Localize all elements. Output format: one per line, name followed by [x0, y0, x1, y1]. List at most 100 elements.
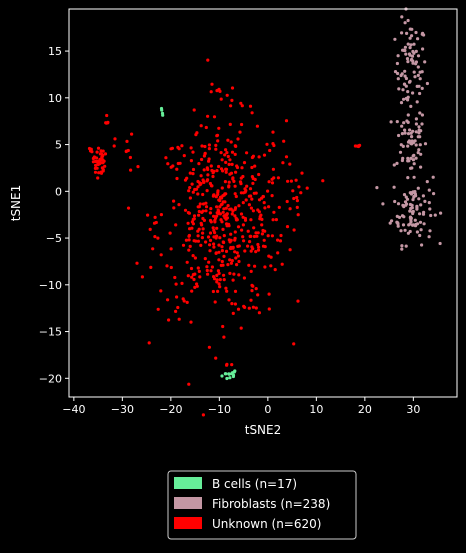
scatter-point-unknown: [239, 176, 243, 180]
scatter-point-unknown: [176, 161, 180, 166]
scatter-point-unknown: [222, 234, 226, 238]
scatter-point-unknown: [217, 282, 221, 286]
scatter-point-fibroblasts: [402, 193, 407, 197]
x-tick-label: −30: [111, 403, 134, 416]
scatter-point-unknown: [267, 307, 271, 311]
scatter-point-unknown: [202, 218, 206, 222]
scatter-point-fibroblasts: [405, 57, 410, 61]
scatter-point-unknown: [236, 244, 240, 248]
scatter-point-unknown: [246, 229, 250, 233]
scatter-point-unknown: [224, 170, 228, 174]
scatter-point-unknown: [205, 265, 209, 269]
scatter-point-unknown: [224, 160, 228, 164]
scatter-point-unknown: [164, 156, 168, 160]
scatter-point-fibroblasts: [399, 143, 403, 147]
scatter-point-unknown: [148, 227, 152, 231]
scatter-point-fibroblasts: [410, 206, 414, 210]
scatter-point-unknown: [241, 201, 245, 205]
scatter-point-unknown: [193, 272, 197, 276]
scatter-point-unknown: [257, 311, 261, 315]
scatter-point-unknown: [216, 212, 221, 216]
scatter-point-unknown: [289, 179, 293, 183]
scatter-point-unknown: [169, 147, 173, 151]
scatter-point-unknown: [249, 298, 253, 302]
scatter-point-fibroblasts: [410, 166, 414, 170]
scatter-point-unknown: [231, 311, 235, 315]
scatter-point-fibroblasts: [418, 135, 422, 139]
scatter-point-fibroblasts: [416, 151, 420, 155]
x-tick-label: 10: [309, 403, 323, 416]
scatter-point-unknown: [203, 144, 207, 149]
scatter-point-unknown: [207, 345, 211, 349]
scatter-point-unknown: [193, 285, 197, 289]
scatter-point-fibroblasts: [422, 210, 426, 214]
scatter-point-unknown: [193, 187, 197, 192]
scatter-point-unknown: [240, 104, 244, 108]
scatter-point-fibroblasts: [403, 21, 407, 25]
scatter-point-unknown: [221, 324, 225, 329]
scatter-point-fibroblasts: [395, 214, 399, 218]
scatter-point-unknown: [224, 217, 228, 221]
scatter-point-unknown: [256, 242, 260, 247]
scatter-point-fibroblasts: [406, 98, 410, 102]
scatter-point-fibroblasts: [422, 222, 426, 226]
scatter-point-fibroblasts: [403, 69, 407, 73]
scatter-point-unknown: [125, 139, 129, 143]
scatter-point-unknown: [191, 190, 195, 194]
scatter-point-unknown: [213, 277, 217, 281]
scatter-point-unknown: [257, 155, 261, 159]
scatter-point-unknown: [358, 143, 362, 147]
scatter-point-unknown: [206, 114, 210, 118]
scatter-point-unknown: [189, 159, 193, 163]
scatter-point-unknown: [272, 176, 276, 180]
scatter-point-unknown: [270, 181, 275, 185]
scatter-point-unknown: [261, 228, 265, 233]
scatter-point-unknown: [217, 164, 221, 169]
scatter-point-fibroblasts: [403, 74, 407, 78]
scatter-point-unknown: [271, 130, 275, 134]
scatter-point-fibroblasts: [415, 222, 420, 226]
scatter-point-unknown: [216, 139, 220, 143]
scatter-point-fibroblasts: [404, 52, 408, 56]
scatter-point-fibroblasts: [396, 202, 401, 206]
scatter-point-unknown: [220, 158, 224, 162]
scatter-point-unknown: [151, 247, 155, 251]
scatter-point-unknown: [243, 216, 247, 221]
scatter-point-fibroblasts: [375, 186, 379, 190]
scatter-point-unknown: [214, 147, 218, 151]
scatter-point-unknown: [192, 239, 196, 243]
scatter-point-unknown: [234, 256, 238, 260]
scatter-point-fibroblasts: [400, 31, 404, 35]
scatter-point-fibroblasts: [418, 233, 422, 238]
scatter-point-fibroblasts: [417, 125, 421, 129]
scatter-point-unknown: [257, 210, 261, 214]
scatter-point-unknown: [254, 287, 258, 291]
scatter-point-unknown: [200, 157, 204, 162]
scatter-point-fibroblasts: [402, 97, 406, 101]
scatter-point-fibroblasts: [397, 133, 401, 138]
scatter-point-unknown: [99, 171, 104, 175]
points-layer: [87, 7, 443, 417]
scatter-point-fibroblasts: [410, 54, 415, 58]
scatter-point-unknown: [215, 280, 219, 284]
scatter-point-unknown: [190, 226, 194, 230]
scatter-point-fibroblasts: [406, 231, 410, 235]
scatter-point-unknown: [225, 289, 229, 293]
scatter-point-fibroblasts: [412, 175, 416, 179]
scatter-point-unknown: [233, 238, 237, 242]
scatter-point-unknown: [233, 152, 237, 156]
scatter-point-fibroblasts: [411, 198, 415, 202]
scatter-point-unknown: [112, 144, 116, 148]
scatter-point-fibroblasts: [423, 60, 427, 64]
scatter-point-unknown: [205, 166, 209, 170]
scatter-point-unknown: [251, 247, 255, 251]
scatter-point-unknown: [239, 212, 244, 216]
scatter-point-unknown: [230, 98, 234, 102]
scatter-point-unknown: [219, 203, 223, 207]
scatter-point-unknown: [202, 179, 206, 184]
scatter-point-fibroblasts: [408, 222, 412, 226]
scatter-point-fibroblasts: [415, 230, 419, 234]
scatter-point-unknown: [207, 147, 211, 151]
scatter-point-unknown: [272, 210, 276, 214]
scatter-point-unknown: [188, 196, 192, 200]
